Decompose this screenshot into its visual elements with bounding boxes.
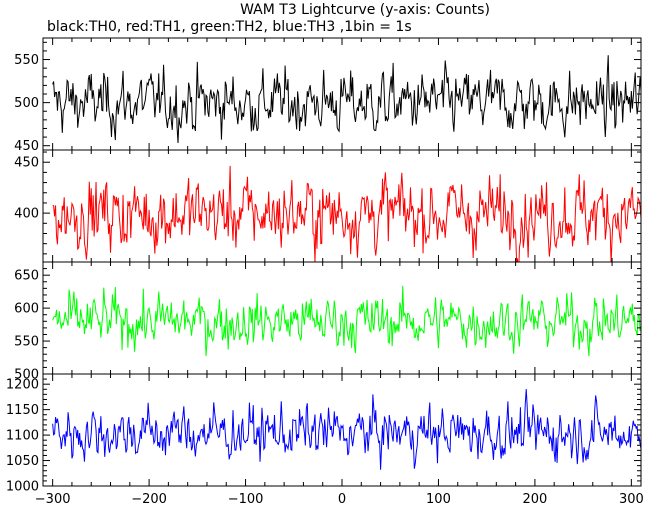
y-tick-label: 600 bbox=[14, 302, 39, 317]
series-line-th2 bbox=[52, 285, 641, 357]
x-tick-label: −100 bbox=[228, 492, 264, 505]
y-tick-label: 650 bbox=[14, 269, 39, 284]
panel-th1: 400 450 bbox=[14, 149, 642, 263]
y-tick-label: 1150 bbox=[6, 403, 39, 418]
panel-th3: 1000 1050 1100 1150 1200 bbox=[6, 373, 642, 495]
panels-group: 4505005504004505005506006501000105011001… bbox=[6, 37, 642, 495]
x-tick-label: −300 bbox=[35, 492, 71, 505]
y-tick-label: 500 bbox=[14, 368, 39, 383]
series-line-th3 bbox=[52, 389, 641, 470]
y-tick-label: 1200 bbox=[6, 378, 39, 393]
x-tick-label: 200 bbox=[522, 492, 547, 505]
x-tick-label: 0 bbox=[338, 492, 346, 505]
x-axis: −300 −200 −100 0 100 200 300 bbox=[35, 492, 644, 505]
y-tick-label: 1100 bbox=[6, 429, 39, 444]
chart-title: WAM T3 Lightcurve (y-axis: Counts) bbox=[240, 2, 490, 18]
y-tick-label: 1050 bbox=[6, 454, 39, 469]
series-line-th1 bbox=[52, 165, 641, 262]
panel-th2: 500 550 600 650 bbox=[14, 261, 642, 383]
y-tick-label: 1000 bbox=[6, 480, 39, 495]
x-tick-label: 300 bbox=[619, 492, 644, 505]
series-line-th0 bbox=[52, 55, 641, 143]
y-tick-label: 550 bbox=[14, 335, 39, 350]
y-tick-label: 450 bbox=[14, 139, 39, 154]
panel-th0: 450 500 550 bbox=[14, 37, 642, 154]
panel-frame bbox=[42, 373, 642, 487]
chart-subtitle: black:TH0, red:TH1, green:TH2, blue:TH3 … bbox=[47, 19, 412, 35]
x-tick-label: −200 bbox=[131, 492, 167, 505]
y-tick-label: 550 bbox=[14, 53, 39, 68]
y-tick-label: 400 bbox=[14, 207, 39, 222]
y-tick-label: 500 bbox=[14, 96, 39, 111]
x-tick-label: 100 bbox=[426, 492, 451, 505]
y-tick-label: 450 bbox=[14, 156, 39, 171]
